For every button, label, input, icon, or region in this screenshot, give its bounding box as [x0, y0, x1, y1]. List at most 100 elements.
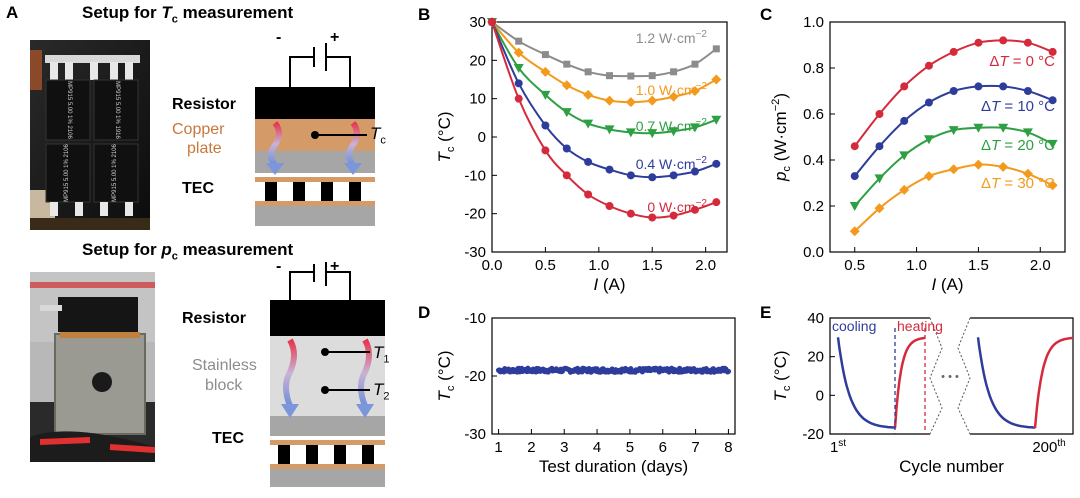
data-point-c-2-5: [973, 123, 984, 133]
axis-break-left: [929, 317, 943, 435]
data-point-b-1-9: [689, 86, 700, 96]
x-tick-label: 5: [626, 439, 634, 456]
series-label-pre: Δ: [989, 53, 999, 70]
series-label-b-2: 0.7 W·cm−2: [636, 117, 708, 134]
data-point-b-2-3: [561, 108, 572, 118]
data-point-c-0-3: [924, 61, 933, 70]
pc-resistor-label: Resistor: [182, 310, 247, 327]
resistor-label-3: MP915 5.00 1% 2106: [64, 143, 70, 201]
x-axis-label: Cycle number: [899, 457, 1004, 476]
data-point-b-0-9: [691, 60, 699, 68]
data-point-c-1-5: [974, 82, 983, 91]
y-tick-label: 0.6: [803, 106, 824, 123]
x-tick-label: 7: [691, 439, 699, 456]
x-start-num: 1: [830, 439, 838, 456]
panel-label-e: E: [760, 303, 771, 322]
x-tick-label: 0.5: [535, 257, 556, 274]
data-point-b-3-7: [648, 173, 657, 182]
data-point-b-4-7: [648, 213, 657, 222]
y-tick-label: -20: [464, 206, 486, 223]
data-point-b-0-7: [648, 72, 656, 80]
data-point-b-1-4: [583, 89, 594, 100]
data-point-b-3-10: [712, 159, 721, 168]
data-point-c-3-5: [973, 159, 984, 170]
data-point-b-4-9: [690, 205, 699, 214]
y-axis-sub: c: [445, 385, 457, 391]
heating-label: heating: [897, 318, 943, 334]
data-point-c-2-4: [948, 126, 959, 136]
y-axis-sub: c: [781, 385, 793, 391]
y-tick-label: 20: [469, 52, 486, 69]
x-tick-label: 1: [494, 439, 502, 456]
plot-frame: [829, 21, 1066, 253]
data-point-c-0-2: [900, 82, 909, 91]
pc-tec-label: TEC: [212, 430, 244, 447]
y-tick-label: 0.2: [803, 198, 824, 215]
data-point-b-0-10: [712, 45, 720, 53]
y-axis-var: T: [435, 390, 454, 402]
y-axis-exp: −2: [770, 99, 782, 112]
series-label-post: = 20 °C: [1000, 137, 1055, 154]
y-axis-unit: (°C): [435, 111, 454, 146]
ellipsis: • • •: [941, 371, 959, 383]
data-point-c-0-8: [1048, 47, 1057, 56]
data-point-b-4-6: [626, 209, 635, 218]
series-label-b-0: 1.2 W·cm−2: [636, 29, 708, 46]
series-label-exp: −2: [696, 155, 708, 166]
data-point-b-2-7: [647, 129, 658, 139]
data-point-b-4-3: [562, 171, 571, 180]
data-point-b-0-2: [541, 51, 549, 59]
panel-label-b: B: [418, 5, 430, 24]
data-point-b-2-5: [604, 125, 615, 135]
data-point-c-0-1: [875, 110, 884, 118]
x-axis-var: I: [593, 275, 598, 294]
y-tick-label: -20: [802, 426, 824, 443]
data-point-b-1-2: [540, 66, 551, 77]
y-tick-label: 30: [469, 14, 486, 31]
tc-resistor-label: Resistor: [172, 96, 237, 113]
x-tick-label: 1.0: [588, 257, 609, 274]
data-point-c-3-8: [1047, 180, 1058, 191]
data-point-c-1-3: [924, 98, 933, 107]
series-label-var: T: [991, 175, 1002, 192]
x-axis-unit: (A): [936, 275, 963, 294]
heating-curve-2: [1033, 336, 1074, 429]
data-point-b-1-8: [668, 91, 679, 102]
data-point-b-0-4: [584, 68, 592, 76]
heat-arrow-right: [346, 121, 360, 167]
y-axis-var: T: [435, 151, 454, 163]
x-end-sup: th: [1057, 438, 1065, 449]
y-axis-close: ): [771, 93, 790, 99]
y-tick-label: 0.4: [803, 152, 824, 169]
data-point-c-2-7: [1022, 128, 1033, 138]
resistor-label-4: MP915 5.00 1% 2106: [112, 143, 118, 201]
data-point-b-1-1: [513, 47, 524, 58]
axis-break-right: [957, 317, 971, 435]
pc-heat-arrow-right: [358, 338, 372, 408]
data-point-b-2-1: [513, 64, 524, 73]
series-label-post: = 0 °C: [1009, 53, 1056, 70]
series-label-pre: Δ: [981, 98, 991, 115]
x-tick-label: 0.5: [844, 257, 865, 274]
y-tick-label: -20: [464, 368, 486, 385]
y-axis-var: T: [771, 390, 790, 402]
series-label-c-0: ΔT = 0 °C: [989, 53, 1055, 70]
y-axis-sub: c: [781, 166, 793, 172]
data-point-b-2-6: [625, 128, 636, 138]
series-label-exp: −2: [696, 117, 708, 128]
data-point-c-0-0: [850, 142, 859, 151]
x-end-num: 200: [1032, 439, 1057, 456]
series-label-var: T: [999, 53, 1010, 70]
data-point-c-0-7: [1023, 38, 1032, 47]
cooling-curve-2: [976, 337, 1036, 429]
chart-b: 0.0 0.5 1.0 1.5 2.0 -30 -20 -10 0 10 20 30 I (A) Tc (…: [435, 14, 728, 294]
series-label-c-1: ΔT = 10 °C: [981, 98, 1055, 115]
y-tick-label: 0: [478, 129, 486, 146]
series-label-var: T: [991, 137, 1002, 154]
resistor-label-2: MP915 5.00 1% 1916: [114, 81, 120, 139]
data-point-b-3-6: [626, 171, 635, 180]
data-point-b-3-4: [584, 157, 593, 166]
series-label-value: 0 W·cm: [647, 199, 695, 215]
panel-label-d: D: [418, 303, 430, 322]
x-tick-label: 3: [560, 439, 568, 456]
